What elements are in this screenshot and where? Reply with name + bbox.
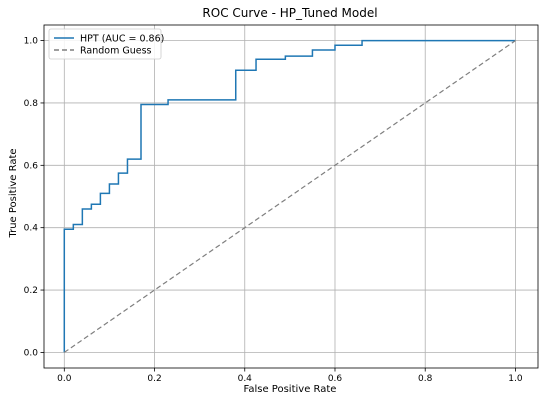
legend-entry-label: HPT (AUC = 0.86) — [80, 34, 164, 45]
x-tick-label: 0.2 — [147, 374, 161, 384]
grid-layer — [44, 25, 538, 368]
plot-frame — [43, 24, 539, 369]
random-guess-line — [63, 40, 516, 353]
x-tick-label: 0.8 — [418, 374, 433, 384]
y-tick-label: 0.0 — [24, 348, 39, 358]
y-tick-label: 0.4 — [24, 224, 39, 234]
y-tick-label: 0.8 — [24, 99, 39, 109]
y-tick-label: 1.0 — [24, 37, 39, 47]
x-tick-label: 0.6 — [328, 374, 343, 384]
chart-title: ROC Curve - HP_Tuned Model — [202, 6, 377, 20]
series-layer — [63, 39, 516, 353]
ticks-layer: 0.0 0.2 0.4 0.6 0.8 1.0 0.0 0.2 0.4 0.6 0.8 1.0 — [24, 37, 523, 384]
roc-curve-line — [63, 39, 516, 353]
x-tick-label: 1.0 — [508, 374, 523, 384]
x-axis-label: False Positive Rate — [244, 384, 337, 395]
y-tick-label: 0.2 — [24, 286, 38, 296]
x-tick-label: 0.4 — [238, 374, 253, 384]
x-tick-label: 0.0 — [57, 374, 72, 384]
legend: HPT (AUC = 0.86)Random Guess — [48, 28, 164, 60]
legend-box — [48, 28, 162, 60]
y-tick-label: 0.6 — [24, 161, 39, 171]
legend-entry-label: Random Guess — [80, 46, 152, 57]
y-axis-label: True Positive Rate — [8, 148, 19, 238]
